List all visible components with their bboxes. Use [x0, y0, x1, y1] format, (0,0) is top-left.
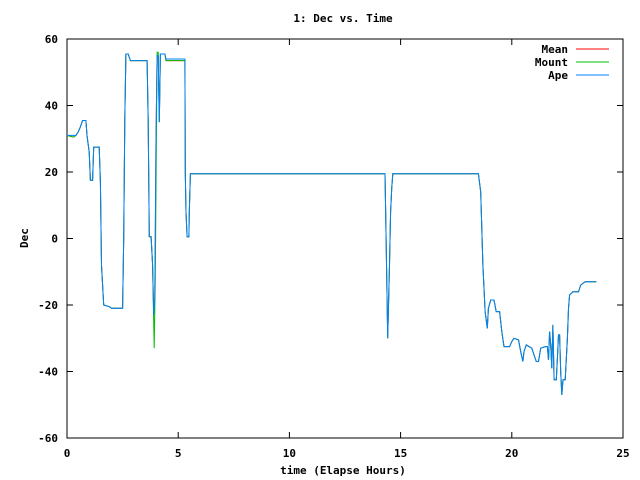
x-axis: 0 5 10 15 20 25 [64, 39, 630, 460]
x-tick-label: 10 [283, 447, 296, 460]
y-axis-label: Dec [18, 228, 31, 248]
x-axis-label: time (Elapse Hours) [280, 464, 406, 477]
y-tick-label: -40 [38, 366, 58, 379]
x-tick-label: 25 [616, 447, 629, 460]
y-tick-label: 0 [51, 233, 58, 246]
y-tick-label: 60 [45, 33, 58, 46]
y-axis: -60 -40 -20 0 20 40 60 [38, 33, 623, 445]
legend-label: Mean [542, 43, 569, 56]
series-line-ape [67, 53, 597, 395]
series-lines [66, 51, 597, 395]
x-tick-label: 15 [394, 447, 407, 460]
y-tick-label: 20 [45, 166, 58, 179]
series-line-mean [66, 53, 597, 395]
chart-title: 1: Dec vs. Time [293, 12, 393, 25]
y-tick-label: -20 [38, 299, 58, 312]
legend-label: Ape [548, 69, 568, 82]
legend-label: Mount [535, 56, 568, 69]
x-tick-label: 0 [64, 447, 71, 460]
x-tick-label: 20 [505, 447, 518, 460]
y-tick-label: -60 [38, 432, 58, 445]
x-tick-label: 5 [175, 447, 182, 460]
y-tick-label: 40 [45, 100, 58, 113]
series-line-mount [66, 51, 597, 395]
plot-frame [66, 38, 624, 439]
